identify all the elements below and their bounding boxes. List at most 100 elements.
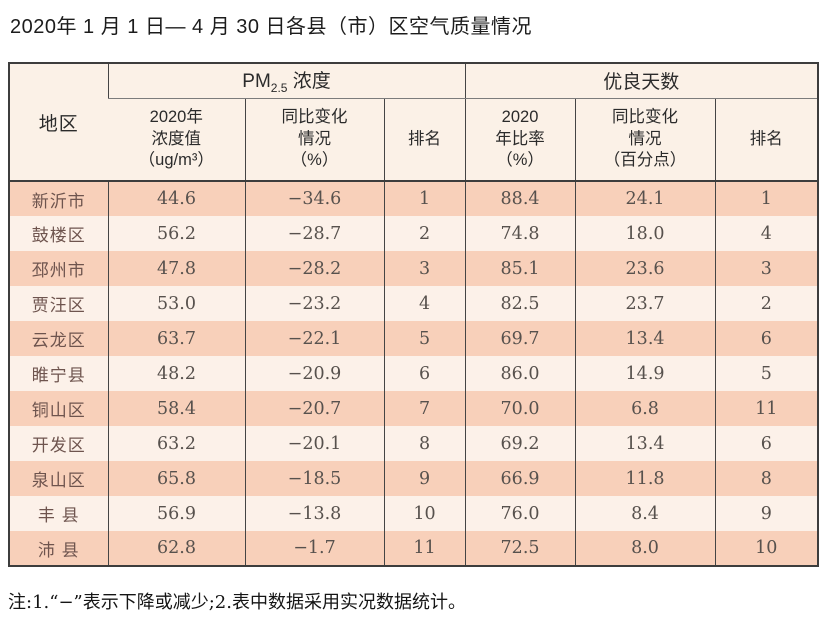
column-header-good-rank: 排名: [714, 98, 819, 181]
column-header-good-ratio: 2020 年比率 （%）: [464, 98, 576, 181]
cell-pm-change: −34.6: [244, 181, 384, 216]
cell-pm-rank: 6: [383, 356, 466, 391]
cell-good-rank: 3: [714, 251, 819, 286]
cell-pm-value: 56.9: [107, 496, 245, 531]
table-row: 鼓楼区 56.2 −28.7 2 74.8 18.0 4: [9, 216, 819, 251]
table-row: 邳州市 47.8 −28.2 3 85.1 23.6 3: [9, 251, 819, 286]
table-row: 睢宁县 48.2 −20.9 6 86.0 14.9 5: [9, 356, 819, 391]
cell-pm-value: 47.8: [107, 251, 245, 286]
cell-good-rank: 1: [714, 181, 819, 216]
cell-pm-value: 63.2: [107, 426, 245, 461]
cell-good-ratio: 69.7: [464, 321, 576, 356]
cell-pm-change: −13.8: [244, 496, 384, 531]
cell-good-ratio: 69.2: [464, 426, 576, 461]
table-row: 铜山区 58.4 −20.7 7 70.0 6.8 11: [9, 391, 819, 426]
cell-good-change: 23.7: [574, 286, 716, 321]
cell-region: 泉山区: [31, 471, 86, 490]
cell-region: 铜山区: [31, 401, 86, 420]
cell-good-change: 8.0: [574, 531, 716, 566]
cell-good-ratio: 72.5: [464, 531, 576, 566]
table-row: 泉山区 65.8 −18.5 9 66.9 11.8 8: [9, 461, 819, 496]
cell-pm-rank: 1: [383, 181, 466, 216]
cell-pm-change: −1.7: [244, 531, 384, 566]
cell-pm-rank: 10: [383, 496, 466, 531]
column-group-pm25: PM2.5 浓度: [107, 63, 466, 99]
cell-region: 睢宁县: [31, 366, 86, 385]
cell-good-change: 13.4: [574, 426, 716, 461]
cell-good-rank: 8: [714, 461, 819, 496]
cell-pm-rank: 9: [383, 461, 466, 496]
table-body: 新沂市 44.6 −34.6 1 88.4 24.1 1 鼓楼区 56.2 −28.7 2 74.8 1…: [9, 181, 819, 566]
cell-good-change: 6.8: [574, 391, 716, 426]
cell-pm-rank: 8: [383, 426, 466, 461]
page-title: 2020年 1 月 1 日— 4 月 30 日各县（市）区空气质量情况: [10, 16, 533, 38]
cell-good-rank: 11: [714, 391, 819, 426]
cell-good-change: 11.8: [574, 461, 716, 496]
header-sub-row: 2020年 浓度值 （ug/m³） 同比变化 情况 （%） 排名 2020 年比…: [9, 98, 819, 181]
cell-good-rank: 5: [714, 356, 819, 391]
cell-pm-change: −20.7: [244, 391, 384, 426]
cell-region: 新沂市: [31, 191, 86, 211]
cell-pm-rank: 4: [383, 286, 466, 321]
cell-pm-change: −18.5: [244, 461, 384, 496]
column-header-pm-rank: 排名: [383, 98, 466, 181]
column-header-pm-value: 2020年 浓度值 （ug/m³）: [108, 98, 245, 181]
cell-good-ratio: 86.0: [464, 356, 576, 391]
cell-good-change: 24.1: [574, 181, 716, 216]
cell-good-ratio: 76.0: [464, 496, 576, 531]
cell-pm-change: −28.7: [244, 216, 384, 251]
cell-pm-value: 62.8: [107, 531, 245, 566]
table-row: 云龙区 63.7 −22.1 5 69.7 13.4 6: [9, 321, 819, 356]
cell-good-rank: 4: [714, 216, 819, 251]
cell-region: 沛 县: [37, 540, 80, 560]
cell-pm-change: −28.2: [244, 251, 384, 286]
cell-pm-rank: 11: [383, 531, 466, 566]
table-row: 丰 县 56.9 −13.8 10 76.0 8.4 9: [9, 496, 819, 531]
cell-good-rank: 6: [714, 321, 819, 356]
cell-good-rank: 2: [714, 286, 819, 321]
air-quality-table: 地区 PM2.5 浓度 优良天数 2020年 浓度值 （ug/m³） 同比变化 …: [8, 62, 820, 567]
cell-region: 邳州市: [31, 261, 86, 280]
cell-region: 贾汪区: [31, 296, 86, 315]
cell-pm-change: −20.9: [244, 356, 384, 391]
cell-pm-rank: 7: [383, 391, 466, 426]
cell-pm-value: 65.8: [107, 461, 245, 496]
cell-good-ratio: 88.4: [464, 181, 576, 216]
cell-pm-value: 56.2: [107, 216, 245, 251]
cell-good-rank: 10: [714, 531, 819, 566]
cell-region: 云龙区: [31, 331, 86, 350]
cell-pm-value: 63.7: [107, 321, 245, 356]
table-row: 开发区 63.2 −20.1 8 69.2 13.4 6: [9, 426, 819, 461]
cell-good-change: 8.4: [574, 496, 716, 531]
column-header-good-change: 同比变化 情况 （百分点）: [574, 98, 716, 181]
cell-good-ratio: 74.8: [464, 216, 576, 251]
cell-region: 开发区: [31, 436, 86, 455]
cell-pm-rank: 2: [383, 216, 466, 251]
cell-good-change: 13.4: [574, 321, 716, 356]
cell-good-ratio: 82.5: [464, 286, 576, 321]
cell-pm-value: 44.6: [107, 181, 245, 216]
cell-pm-value: 58.4: [107, 391, 245, 426]
cell-good-change: 23.6: [574, 251, 716, 286]
cell-pm-change: −20.1: [244, 426, 384, 461]
cell-pm-rank: 5: [383, 321, 466, 356]
table-row: 沛 县 62.8 −1.7 11 72.5 8.0 10: [9, 531, 819, 566]
column-group-good-days: 优良天数: [464, 63, 819, 99]
table-row: 新沂市 44.6 −34.6 1 88.4 24.1 1: [9, 181, 819, 216]
footnote: 注:1.“−”表示下降或减少;2.表中数据采用实况数据统计。: [8, 592, 466, 613]
cell-region: 鼓楼区: [31, 226, 86, 245]
cell-good-rank: 6: [714, 426, 819, 461]
cell-good-change: 14.9: [574, 356, 716, 391]
column-header-region: 地区: [9, 63, 108, 181]
cell-pm-change: −22.1: [244, 321, 384, 356]
cell-region: 丰 县: [37, 506, 80, 525]
cell-pm-value: 48.2: [107, 356, 245, 391]
pm25-label: PM2.5 浓度: [242, 71, 331, 96]
table-header: 地区 PM2.5 浓度 优良天数 2020年 浓度值 （ug/m³） 同比变化 …: [9, 63, 819, 181]
cell-good-rank: 9: [714, 496, 819, 531]
cell-good-change: 18.0: [574, 216, 716, 251]
cell-good-ratio: 85.1: [464, 251, 576, 286]
column-header-pm-change: 同比变化 情况 （%）: [244, 98, 384, 181]
cell-good-ratio: 70.0: [464, 391, 576, 426]
